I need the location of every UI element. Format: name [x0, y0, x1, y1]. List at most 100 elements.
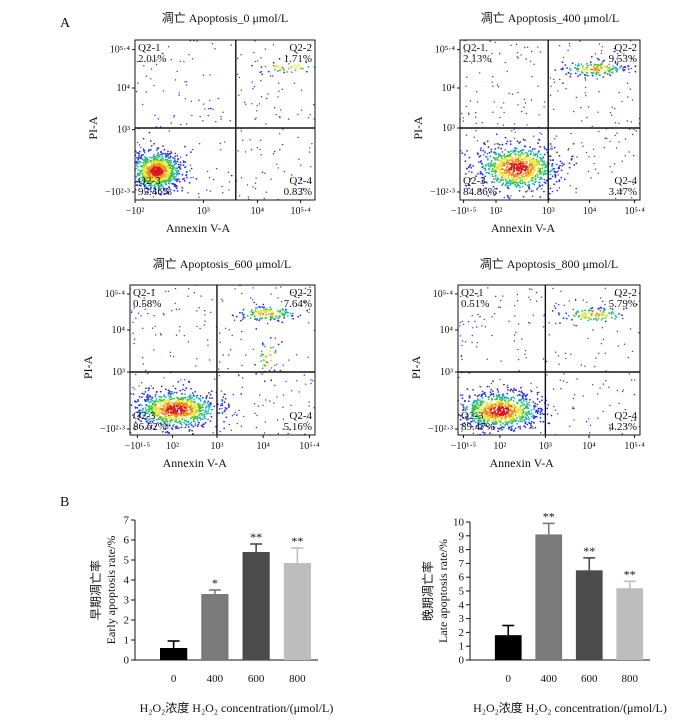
event-dot [521, 420, 524, 423]
event-dot [162, 312, 165, 315]
event-dot [596, 70, 598, 73]
y-tick-label: 10⁴ [442, 83, 456, 94]
event-dot [147, 182, 150, 185]
event-dot [629, 328, 632, 330]
event-dot [597, 111, 599, 113]
y-tick-label: −10²·³ [428, 424, 453, 435]
event-dot [209, 99, 211, 102]
event-dot [160, 158, 163, 161]
event-dot [173, 114, 176, 117]
event-dot [287, 315, 289, 317]
event-dot [522, 153, 525, 155]
event-dot [275, 66, 277, 68]
event-dot [491, 173, 493, 176]
event-dot [534, 154, 537, 157]
event-dot [530, 179, 533, 182]
event-dot [517, 172, 520, 175]
event-dot [254, 412, 256, 414]
event-dot [490, 393, 493, 395]
event-dot [590, 313, 593, 315]
event-dot [269, 306, 272, 309]
event-dot [594, 53, 597, 55]
event-dot [242, 313, 245, 316]
event-dot [630, 47, 632, 50]
event-dot [508, 420, 511, 423]
event-dot [554, 176, 557, 179]
event-dot [554, 69, 557, 71]
event-dot [479, 155, 482, 157]
x-axis-label: Annexin V-A [490, 456, 555, 470]
event-dot [541, 167, 544, 170]
event-dot [505, 179, 507, 182]
event-dot [272, 153, 275, 155]
y-axis-label-en: Early apoptosis rate/% [104, 536, 118, 645]
quadrant-name: Q2-1 [138, 42, 161, 54]
event-dot [139, 180, 142, 183]
event-dot [537, 407, 540, 410]
event-dot [580, 318, 582, 320]
event-dot [518, 415, 520, 418]
significance-mark: * [212, 576, 218, 590]
event-dot [544, 147, 546, 150]
event-dot [143, 184, 146, 187]
event-dot [590, 56, 593, 58]
event-dot [594, 65, 597, 67]
event-dot [174, 409, 176, 412]
event-dot [486, 140, 489, 143]
event-dot [550, 85, 552, 88]
event-dot [530, 171, 533, 174]
event-dot [482, 401, 485, 403]
event-dot [283, 171, 286, 173]
event-dot [610, 316, 613, 319]
event-dot [142, 168, 145, 170]
event-dot [222, 396, 225, 398]
event-dot [140, 146, 142, 149]
event-dot [204, 314, 206, 316]
event-dot [533, 63, 535, 65]
event-dot [493, 414, 496, 417]
event-dot [175, 186, 177, 188]
event-dot [543, 170, 546, 173]
event-dot [530, 190, 533, 193]
event-dot [218, 332, 221, 334]
event-dot [175, 427, 178, 430]
event-dot [560, 388, 562, 390]
event-dot [132, 393, 135, 395]
event-dot [209, 393, 212, 396]
event-dot [165, 154, 168, 157]
event-dot [588, 156, 590, 158]
event-dot [164, 396, 167, 398]
event-dot [513, 389, 515, 391]
event-dot [259, 71, 262, 74]
event-dot [269, 318, 272, 321]
event-dot [571, 318, 573, 321]
event-dot [204, 320, 206, 322]
event-dot [492, 111, 494, 113]
event-dot [500, 299, 502, 302]
event-dot [245, 354, 247, 356]
event-dot [209, 402, 212, 404]
event-dot [546, 413, 549, 416]
event-dot [209, 412, 212, 415]
event-dot [201, 412, 203, 415]
event-dot [527, 416, 530, 419]
event-dot [513, 407, 516, 410]
event-dot [271, 311, 274, 313]
event-dot [518, 155, 521, 158]
y-axis-label: PI-A [81, 356, 95, 380]
event-dot [517, 166, 520, 169]
event-dot [487, 287, 489, 289]
event-dot [515, 162, 517, 165]
event-dot [265, 97, 268, 100]
event-dot [179, 161, 182, 164]
event-dot [503, 196, 505, 199]
event-dot [510, 195, 512, 197]
event-dot [308, 322, 310, 324]
event-dot [181, 398, 184, 401]
event-dot [132, 332, 134, 334]
event-dot [598, 130, 600, 133]
event-dot [482, 165, 484, 168]
event-dot [282, 128, 284, 130]
event-dot [517, 151, 520, 154]
event-dot [149, 188, 152, 191]
